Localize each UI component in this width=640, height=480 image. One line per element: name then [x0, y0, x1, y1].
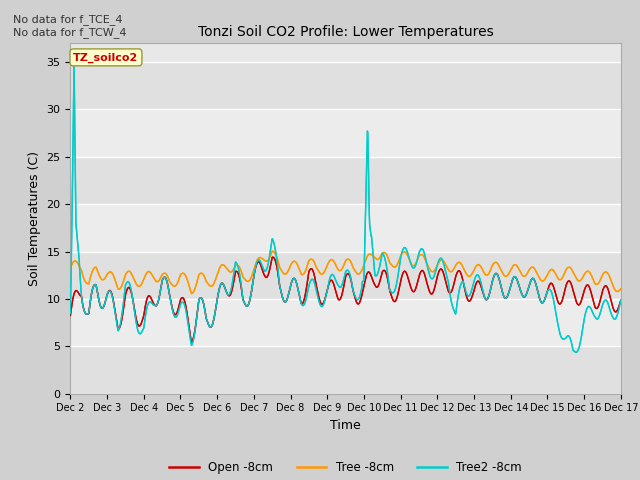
Tree -8cm [269, 248, 276, 254]
Open -8cm [381, 267, 388, 273]
Tree -8cm [188, 291, 195, 297]
Open -8cm [188, 340, 195, 346]
Tree2 -8cm [322, 295, 330, 300]
X-axis label: Time: Time [330, 419, 361, 432]
Tree -8cm [132, 279, 140, 285]
Text: No data for f_TCE_4
No data for f_TCW_4: No data for f_TCE_4 No data for f_TCW_4 [13, 14, 126, 38]
Bar [70, 62, 621, 109]
Tree2 -8cm [109, 299, 117, 305]
Text: TZ_soilco2: TZ_soilco2 [74, 52, 139, 62]
Open -8cm [617, 298, 625, 303]
Line: Tree -8cm: Tree -8cm [70, 251, 621, 294]
Tree -8cm [109, 272, 117, 277]
Y-axis label: Soil Temperatures (C): Soil Temperatures (C) [28, 151, 41, 286]
Line: Tree2 -8cm: Tree2 -8cm [70, 62, 621, 352]
Open -8cm [312, 281, 320, 287]
Open -8cm [109, 296, 117, 302]
Bar [70, 157, 621, 204]
Open -8cm [132, 312, 140, 318]
Bar [70, 109, 621, 157]
Tree2 -8cm [132, 317, 140, 323]
Tree -8cm [381, 250, 388, 255]
Tree2 -8cm [380, 253, 388, 259]
Tree2 -8cm [300, 301, 308, 307]
Open -8cm [301, 295, 308, 300]
Legend: Open -8cm, Tree -8cm, Tree2 -8cm: Open -8cm, Tree -8cm, Tree2 -8cm [164, 456, 527, 479]
Tree -8cm [322, 265, 330, 271]
Bar [70, 346, 621, 394]
Tree2 -8cm [572, 349, 580, 355]
Bar [70, 299, 621, 346]
Title: Tonzi Soil CO2 Profile: Lower Temperatures: Tonzi Soil CO2 Profile: Lower Temperatur… [198, 25, 493, 39]
Tree -8cm [312, 264, 320, 270]
Tree -8cm [67, 265, 74, 271]
Open -8cm [269, 254, 276, 260]
Bar [70, 252, 621, 299]
Open -8cm [322, 292, 330, 298]
Line: Open -8cm: Open -8cm [70, 257, 621, 343]
Tree -8cm [301, 270, 308, 276]
Tree -8cm [617, 286, 625, 292]
Tree2 -8cm [67, 311, 74, 316]
Bar [70, 204, 621, 252]
Tree2 -8cm [312, 285, 319, 290]
Open -8cm [67, 312, 74, 318]
Tree2 -8cm [617, 298, 625, 303]
Tree2 -8cm [70, 60, 78, 65]
